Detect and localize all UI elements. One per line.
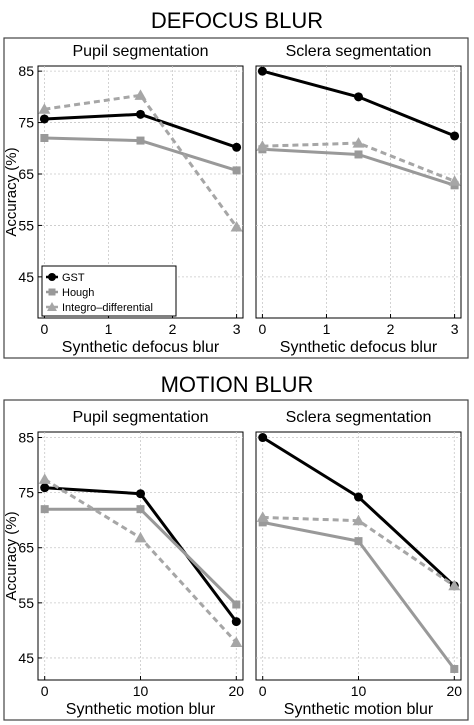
data-point-integro-differential <box>134 531 147 543</box>
x-axis-label: Synthetic motion blur <box>284 701 434 718</box>
data-point-hough <box>136 136 145 145</box>
data-point-gst <box>231 617 241 627</box>
data-point-hough <box>40 505 49 514</box>
section-frame <box>3 399 469 721</box>
panel-title: Pupil segmentation <box>72 43 208 60</box>
data-point-gst <box>450 131 460 141</box>
data-point-gst <box>258 433 268 443</box>
data-point-hough <box>354 150 363 159</box>
panel-title: Pupil segmentation <box>72 409 208 426</box>
data-point-hough <box>136 505 145 514</box>
legend-label: GST <box>62 272 85 284</box>
section-title: MOTION BLUR <box>161 372 314 397</box>
y-tick-label: 65 <box>18 540 34 556</box>
panel-title: Sclera segmentation <box>286 409 432 426</box>
x-tick-label: 2 <box>387 321 395 337</box>
data-point-integro-differential <box>230 636 243 648</box>
x-axis-label: Synthetic defocus blur <box>62 339 220 356</box>
x-axis-label: Synthetic defocus blur <box>280 339 438 356</box>
y-tick-label: 85 <box>18 430 34 446</box>
y-tick-label: 65 <box>18 166 34 182</box>
x-tick-label: 1 <box>323 321 331 337</box>
x-tick-label: 2 <box>169 321 177 337</box>
data-point-gst <box>136 489 145 499</box>
data-point-gst <box>136 109 145 119</box>
x-tick-label: 0 <box>259 683 267 699</box>
data-point-integro-differential <box>448 175 461 186</box>
data-point-gst <box>232 142 242 152</box>
panel-title: Sclera segmentation <box>286 43 432 60</box>
data-point-hough <box>354 537 363 546</box>
data-point-integro-differential <box>256 511 269 522</box>
legend-marker-triangle <box>47 302 57 311</box>
legend-label: Integro–differential <box>62 302 153 314</box>
data-point-integro-differential <box>230 220 243 232</box>
data-point-gst <box>354 492 363 502</box>
series-line-integro-differential <box>44 93 238 228</box>
data-point-hough <box>450 664 459 673</box>
y-tick-label: 45 <box>18 650 34 666</box>
data-point-hough <box>232 166 241 175</box>
data-point-hough <box>258 518 267 527</box>
y-axis-label: Accuracy (%) <box>3 511 20 600</box>
y-tick-label: 75 <box>18 115 34 131</box>
data-point-gst <box>39 114 49 124</box>
data-point-gst <box>40 483 50 493</box>
y-tick-label: 55 <box>18 217 34 233</box>
x-tick-label: 0 <box>41 683 49 699</box>
data-point-integro-differential <box>38 473 51 484</box>
chart-panel <box>255 65 462 319</box>
series-line-integro-differential <box>262 141 456 183</box>
legend-marker-circle <box>48 273 56 281</box>
x-tick-label: 20 <box>447 683 463 699</box>
x-tick-label: 0 <box>41 321 49 337</box>
x-tick-label: 10 <box>133 683 149 699</box>
section-frame <box>3 37 469 359</box>
x-tick-label: 20 <box>229 683 245 699</box>
x-tick-label: 10 <box>351 683 367 699</box>
data-point-hough <box>232 600 241 609</box>
data-point-integro-differential <box>448 579 461 591</box>
y-axis-label: Accuracy (%) <box>3 147 20 236</box>
y-tick-label: 45 <box>18 269 34 285</box>
legend-box <box>41 265 177 317</box>
y-tick-label: 85 <box>18 63 34 79</box>
y-tick-label: 75 <box>18 485 34 501</box>
legend: GST Hough Integro–differential <box>41 265 177 317</box>
legend-marker-square <box>48 288 56 296</box>
chart-panel <box>255 431 462 681</box>
data-point-integro-differential <box>38 103 51 114</box>
data-point-integro-differential <box>352 137 365 148</box>
plot-frame <box>255 65 462 319</box>
data-point-integro-differential <box>256 140 269 151</box>
x-tick-label: 0 <box>259 321 267 337</box>
data-point-gst <box>354 92 363 102</box>
y-tick-label: 55 <box>18 595 34 611</box>
x-tick-label: 3 <box>451 321 459 337</box>
data-point-hough <box>40 134 49 142</box>
x-tick-label: 3 <box>233 321 241 337</box>
chart-panel <box>37 431 244 681</box>
data-point-integro-differential <box>134 89 147 100</box>
section-title: DEFOCUS BLUR <box>151 8 323 33</box>
x-tick-label: 1 <box>105 321 113 337</box>
data-point-integro-differential <box>352 514 365 526</box>
legend-label: Hough <box>62 287 94 299</box>
x-axis-label: Synthetic motion blur <box>66 701 216 718</box>
data-point-gst <box>257 66 267 76</box>
